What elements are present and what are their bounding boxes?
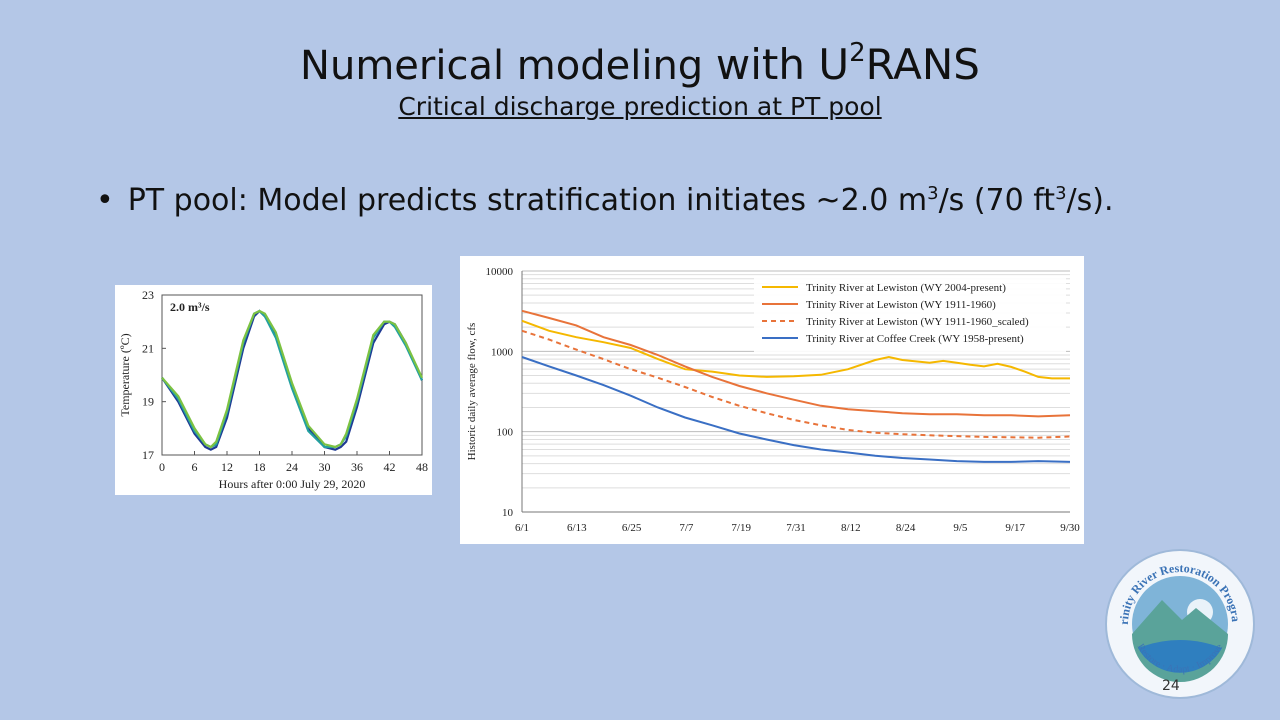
series-line-3 (161, 309, 423, 449)
y-tick-label: 10000 (486, 266, 514, 278)
bullet-dot-icon: • (96, 183, 114, 218)
bullet-sup-2: 3 (1055, 183, 1067, 204)
x-tick-label: 18 (254, 460, 266, 474)
x-tick-label: 6/13 (567, 522, 587, 534)
x-tick-label: 7/7 (679, 522, 694, 534)
temperature-chart: 0 6 12 18 24 30 36 42 48 17 19 21 23 Hours after 0:00… (115, 285, 432, 495)
trrp-logo: Trinity River Restoration Program Restor… (1099, 537, 1256, 700)
x-tick-label: 6/1 (515, 522, 529, 534)
title-part3: RANS (865, 40, 980, 89)
y-tick-label: 23 (142, 288, 154, 302)
x-tick-label: 9/30 (1060, 522, 1080, 534)
y-tick-label: 19 (142, 395, 154, 409)
chart-annotation: 2.0 m³/s (170, 300, 210, 314)
y-tick-label: 21 (142, 341, 154, 355)
y-axis-label: Temperature (ºC) (118, 333, 132, 416)
bullet-point: • PT pool: Model predicts stratification … (96, 183, 1114, 218)
x-tick-label: 42 (384, 460, 396, 474)
temperature-chart-svg: 0 6 12 18 24 30 36 42 48 17 19 21 23 Hours after 0:00… (118, 288, 428, 491)
x-tick-label: 12 (221, 460, 233, 474)
chart-legend: Trinity River at Lewiston (WY 2004-prese… (754, 276, 1066, 352)
series-line-3 (521, 329, 1071, 439)
flow-chart: 10 100 1000 10000 6/1 6/13 6/25 7/7 7/19 7/31 8/12… (460, 256, 1084, 544)
x-tick-label: 30 (319, 460, 331, 474)
x-tick-label: 8/24 (896, 522, 916, 534)
x-tick-label: 48 (416, 460, 428, 474)
x-tick-label: 7/19 (731, 522, 751, 534)
slide-subtitle: Critical discharge prediction at PT pool (398, 92, 882, 121)
legend-label: Trinity River at Lewiston (WY 2004-prese… (806, 282, 1006, 294)
bullet-sup-1: 3 (927, 183, 939, 204)
y-tick-label: 10 (502, 507, 514, 519)
legend-box (754, 276, 1066, 352)
x-tick-label: 24 (286, 460, 298, 474)
plot-frame (161, 294, 423, 456)
y-tick-label: 17 (142, 448, 154, 462)
y-axis-label: Historic daily average flow, cfs (466, 323, 478, 461)
x-tick-label: 0 (159, 460, 165, 474)
trrp-logo-emblem: Trinity River Restoration Program Restor… (1099, 537, 1255, 699)
x-tick-label: 9/5 (953, 522, 968, 534)
x-axis-label: Hours after 0:00 July 29, 2020 (219, 477, 366, 491)
series-line-2 (161, 309, 423, 449)
series-line-4 (521, 356, 1071, 463)
x-tick-label: 9/17 (1005, 522, 1025, 534)
title-part1: Numerical modeling (300, 43, 716, 89)
x-tick-label: 8/12 (841, 522, 861, 534)
x-tick-label: 7/31 (786, 522, 806, 534)
bullet-text-c: /s). (1066, 183, 1114, 218)
slide-title: Numerical modeling with U2RANS (0, 38, 1280, 89)
y-tick-label: 1000 (491, 346, 514, 358)
bullet-text-b: /s (70 ft (938, 183, 1056, 218)
legend-label: Trinity River at Lewiston (WY 1911-1960) (806, 299, 996, 311)
x-tick-label: 36 (351, 460, 363, 474)
series-line-1 (521, 319, 1070, 380)
title-superscript: 2 (849, 38, 866, 68)
y-tick-label: 100 (497, 427, 514, 439)
legend-label: Trinity River at Lewiston (WY 1911-1960_… (806, 316, 1029, 328)
title-part2: with U (715, 40, 850, 89)
flow-chart-svg: 10 100 1000 10000 6/1 6/13 6/25 7/7 7/19 7/31 8/12… (466, 266, 1080, 534)
bullet-text-a: PT pool: Model predicts stratification i… (127, 183, 928, 218)
x-tick-label: 6/25 (622, 522, 642, 534)
legend-label: Trinity River at Coffee Creek (WY 1958-p… (806, 333, 1024, 345)
x-tick-label: 6 (192, 460, 198, 474)
series-line-2 (521, 309, 1071, 418)
page-number: 24 (1162, 678, 1180, 694)
